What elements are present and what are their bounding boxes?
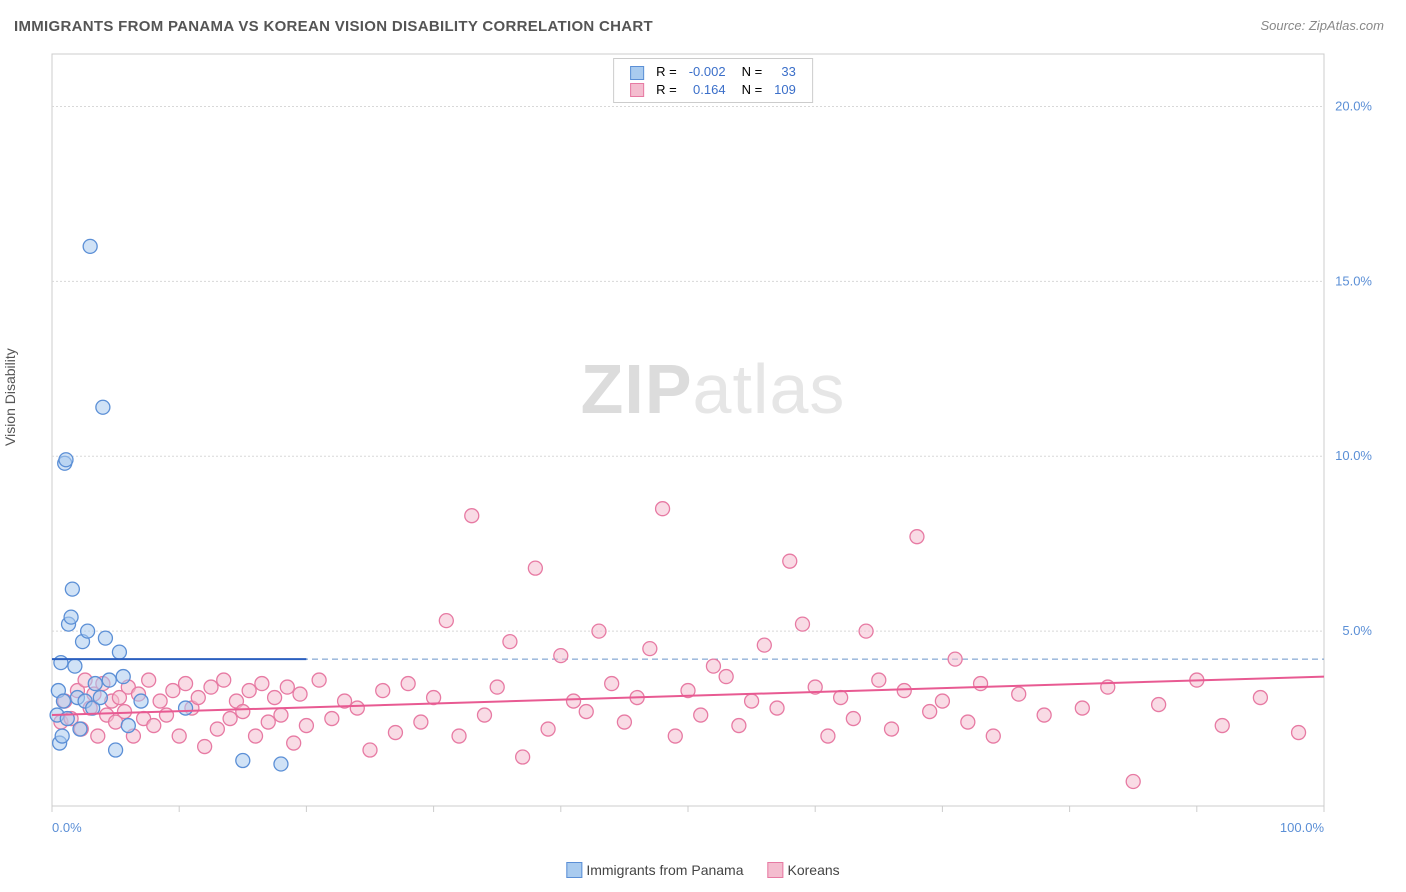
- source-attribution: Source: ZipAtlas.com: [1260, 18, 1384, 33]
- legend-stats: R =-0.002N =33R =0.164N =109: [613, 58, 813, 103]
- legend-series: Immigrants from PanamaKoreans: [554, 862, 851, 878]
- svg-text:5.0%: 5.0%: [1342, 623, 1372, 638]
- chart-area: ZIPatlas 5.0%10.0%15.0%20.0%0.0%100.0% R…: [48, 50, 1378, 838]
- source-name: ZipAtlas.com: [1309, 18, 1384, 33]
- source-label: Source:: [1260, 18, 1308, 33]
- svg-text:10.0%: 10.0%: [1335, 448, 1372, 463]
- svg-text:20.0%: 20.0%: [1335, 98, 1372, 113]
- y-axis-label: Vision Disability: [2, 348, 18, 446]
- scatter-plot: 5.0% 10.0% 15.0% 20.0% 0.0% 100.0%: [48, 50, 1378, 838]
- svg-text:0.0%: 0.0%: [52, 820, 82, 835]
- svg-text:100.0%: 100.0%: [1280, 820, 1325, 835]
- svg-text:15.0%: 15.0%: [1335, 273, 1372, 288]
- chart-title: IMMIGRANTS FROM PANAMA VS KOREAN VISION …: [14, 18, 653, 35]
